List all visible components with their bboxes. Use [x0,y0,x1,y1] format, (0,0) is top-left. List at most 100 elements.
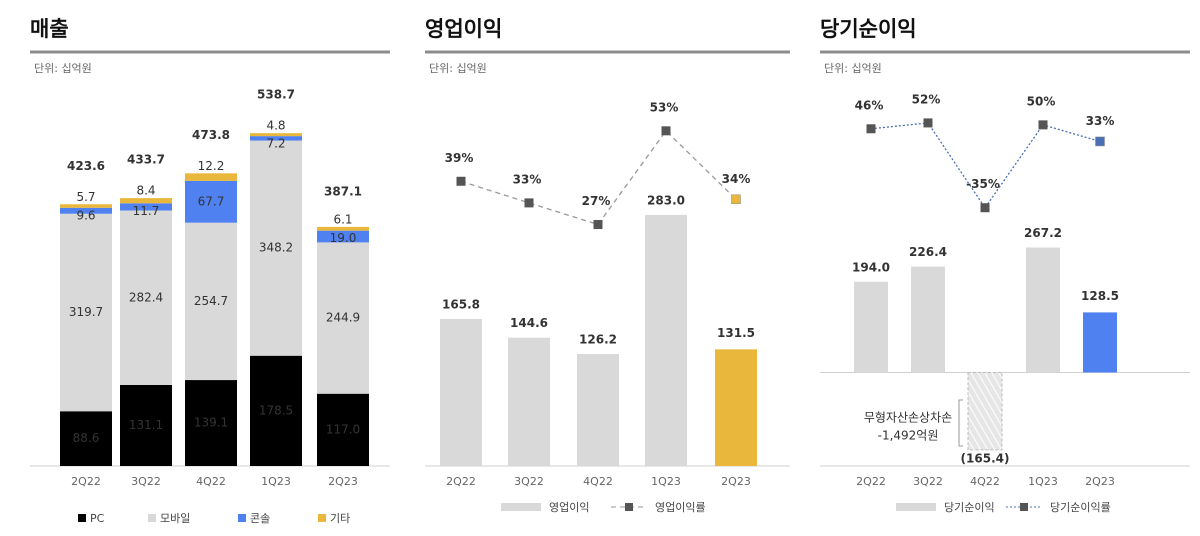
legend-label: 당기순이익률 [1050,501,1111,514]
value-label: 88.6 [73,431,100,445]
line-marker [731,194,741,205]
value-label: 9.6 [76,208,95,222]
legend-label: 기타 [330,512,350,525]
x-tick-label: 2Q23 [721,475,751,488]
line-value-label: 53% [650,100,679,114]
x-tick-label: 2Q23 [328,475,358,488]
bar-segment [250,140,302,356]
x-tick-label: 3Q22 [131,475,161,488]
bar-segment [250,355,302,466]
line-marker [1095,136,1105,147]
x-tick-label: 1Q23 [1028,475,1058,488]
bar-segment [120,210,172,385]
line-value-label: 39% [445,151,474,165]
x-tick-label: 1Q23 [261,475,291,488]
chart-subtitle: 단위: 십억원 [429,62,487,75]
chart-title: 영업이익 [425,17,502,41]
bar-segment [250,136,302,141]
value-label: 11.7 [133,204,160,218]
bar-segment [185,180,237,223]
line [460,129,737,226]
bar-segment [60,411,112,466]
bar-segment [317,393,369,466]
bar [967,371,1003,451]
x-tick-label: 3Q22 [913,475,943,488]
line-value-label: 46% [855,98,884,112]
legend-swatch [318,514,326,522]
bar-segment [60,207,112,214]
total-label: 473.8 [192,128,230,142]
value-label: 6.1 [333,212,352,226]
value-label: 8.4 [136,184,155,198]
x-tick-label: 4Q22 [970,475,1000,488]
legend-label: 당기순이익 [944,501,995,514]
value-label: 4.8 [266,119,285,133]
value-label: 117.0 [326,422,360,436]
x-tick-label: 1Q23 [651,475,681,488]
bar-value-label: 128.5 [1081,289,1119,303]
line-value-label: 50% [1027,94,1056,108]
bar [508,337,550,466]
line-value-label: 27% [582,194,611,208]
line-marker [456,176,466,186]
chart-title: 매출 [30,17,69,41]
value-label: 348.2 [259,241,293,255]
bar-segment [317,226,369,231]
bar-segment [120,384,172,466]
bar-value-label: 283.0 [647,193,685,207]
x-tick-label: 2Q22 [71,475,101,488]
value-label: 5.7 [76,190,95,204]
line-value-label: -35% [966,177,1000,191]
chart-title: 당기순이익 [820,17,917,41]
bar-value-label: 194.0 [852,260,890,274]
bar-value-label: 165.8 [442,297,480,311]
x-tick-label: 2Q23 [1085,475,1115,488]
legend-swatch [238,514,246,522]
value-label: 244.9 [326,311,360,325]
bar-segment [185,222,237,381]
bar-segment [317,242,369,394]
bar-segment [185,380,237,466]
value-label: 19.0 [330,231,357,245]
total-label: 538.7 [257,88,295,102]
bar-segment [120,203,172,211]
legend-label: 영업이익 [549,501,589,514]
line-marker [980,203,990,213]
total-label: 423.6 [67,159,105,173]
chart-subtitle: 단위: 십억원 [824,62,882,75]
bar [440,318,482,466]
annotation-bracket [958,399,963,447]
annotation: 무형자산손상차손 [864,411,952,425]
line-marker [593,220,603,230]
chart-subtitle: 단위: 십억원 [34,62,92,75]
bar-value-label: 131.5 [717,326,755,340]
legend-swatch [501,503,541,511]
bar-segment [250,133,302,137]
legend-swatch [148,514,156,522]
line-marker [524,198,534,208]
value-label: 319.7 [69,305,103,319]
bar-value-label: 126.2 [579,333,617,347]
bar-value-label: 144.6 [510,316,548,330]
annotation: -1,492억원 [878,429,939,443]
bar-segment [185,173,237,181]
bar-value-label: 267.2 [1024,226,1062,240]
legend-label: 영업이익률 [655,501,706,514]
value-label: 178.5 [259,403,293,417]
bar [854,281,888,373]
value-label: 282.4 [129,290,163,304]
line-marker [923,118,933,128]
value-label: 131.1 [129,418,163,432]
value-label: 139.1 [194,416,228,430]
line-value-label: 33% [513,172,542,186]
legend-marker [1020,503,1028,511]
legend-label: 콘솔 [250,512,270,525]
legend-label: 모바일 [160,511,190,525]
bar [911,266,945,373]
bar-segment [317,230,369,243]
bar-value-label: (165.4) [961,451,1010,465]
bar-segment [60,204,112,208]
bar [715,349,757,466]
line-value-label: 34% [722,172,751,186]
total-label: 387.1 [324,184,362,198]
